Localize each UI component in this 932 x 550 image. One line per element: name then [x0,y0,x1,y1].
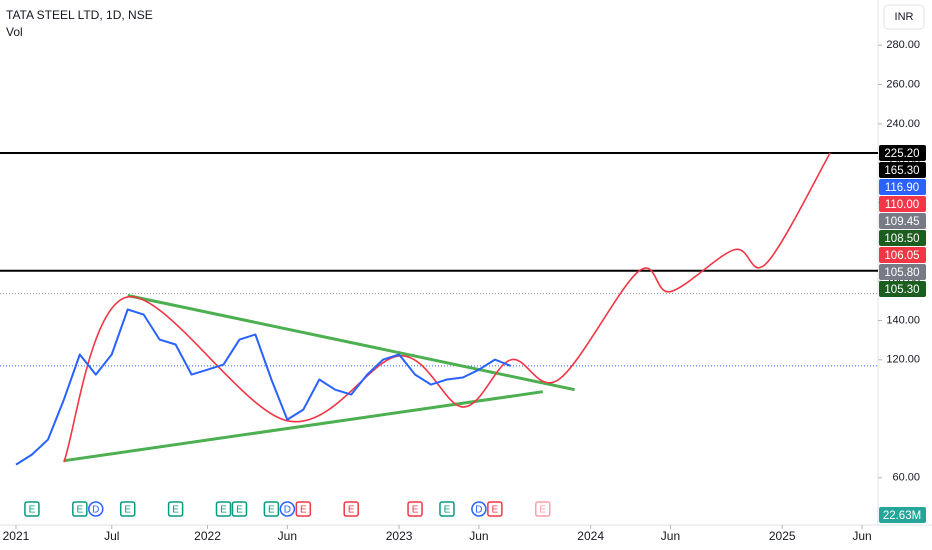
x-tick-label: 2022 [194,529,221,543]
y-tick-label: 120.00 [886,354,920,366]
event-marker [167,501,184,517]
price-tag-label: 109.45 [884,216,919,228]
price-tag [879,161,926,178]
x-tick-label: 2023 [386,529,413,543]
projection-curve [63,152,831,463]
volume-tag [879,507,926,523]
currency-button[interactable] [883,4,925,30]
price-tag [879,246,926,263]
price-tag [879,212,926,229]
event-marker [88,501,104,517]
y-tick-label: 60.00 [892,472,920,484]
event-label: E [268,505,275,516]
event-marker [407,501,423,517]
price-tag-label: 165.30 [884,165,919,177]
event-marker [471,501,487,517]
event-label: E [172,505,179,516]
event-marker [343,501,359,517]
event-label: E [29,505,36,516]
y-tick-label: 260.00 [886,78,920,90]
event-label: E [220,505,227,516]
price-tag [879,229,926,246]
event-label: E [300,505,307,516]
x-tick-label: Jun [661,529,680,543]
price-tag-label: 105.30 [884,284,919,296]
price-tag-label: 108.50 [884,233,919,245]
price-tag [879,178,926,195]
price-line [15,308,512,466]
price-tag-label: 106.05 [884,250,919,262]
price-tag [879,195,926,212]
event-marker [535,501,551,517]
y-tick-label: 280.00 [886,39,920,51]
event-marker [24,501,40,517]
price-tag-label: 110.00 [885,199,919,211]
event-label: E [236,505,243,516]
event-label: E [492,505,499,516]
event-marker [439,501,455,517]
trendline [127,294,576,392]
event-label: E [412,505,419,516]
event-label: D [284,505,291,516]
price-tag-label: 105.80 [884,267,919,279]
event-marker [215,501,232,517]
x-tick-label: Jun [852,529,871,543]
event-marker [119,501,136,517]
x-tick-label: Jun [278,529,297,543]
event-label: D [475,505,482,516]
price-tag-label: 116.90 [885,182,919,194]
y-tick-label: 140.00 [886,314,920,326]
x-tick-label: 2024 [577,529,604,543]
price-tag [879,263,926,280]
currency[interactable]: INR [895,11,914,23]
event-label: D [92,505,99,516]
x-tick-label: 2021 [3,529,30,543]
price-tag-label: 225.20 [884,148,919,160]
x-tick-label: Jul [104,529,119,543]
event-marker [295,501,312,517]
x-tick-label: Jun [469,529,488,543]
price-tag [879,144,926,161]
price-tag [879,280,926,297]
event-marker [279,501,296,517]
trendline [63,390,544,463]
event-label: E [124,505,131,516]
event-marker [487,501,503,517]
event-label: E [76,505,83,516]
chart-title: TATA STEEL LTD, 1D, NSE [6,8,153,22]
x-tick-label: 2025 [769,529,796,543]
subtitle: Vol [6,25,23,39]
event-marker [231,501,248,517]
event-marker [72,501,88,517]
event-label: E [539,505,546,516]
event-label: E [348,505,355,516]
event-label: E [444,505,451,516]
event-marker [263,501,280,517]
y-tick-label: 240.00 [886,118,920,130]
volume-tag-label: 22.63M [883,510,921,522]
